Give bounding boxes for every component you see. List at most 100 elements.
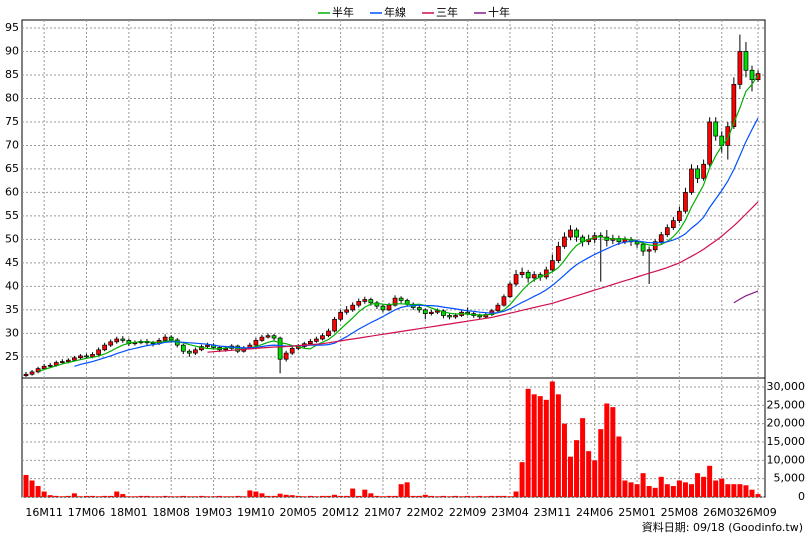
candle-body [168, 336, 174, 341]
volume-bar [29, 480, 35, 497]
volume-bar [96, 496, 102, 497]
candle-body [689, 168, 694, 193]
y2-tick-label: 5,000 [774, 472, 806, 485]
x-tick-label: 20M05 [280, 506, 318, 519]
volume-bar [513, 491, 519, 497]
y2-tick-label: 30,000 [767, 380, 806, 393]
volume-bar [241, 496, 247, 497]
volume-bar [186, 496, 192, 497]
candle-body [519, 271, 525, 275]
candle-body [283, 352, 289, 360]
volume-bar [453, 495, 459, 497]
candle-body [23, 373, 29, 377]
volume-bar [319, 495, 325, 497]
y-tick-label: 35 [5, 303, 19, 316]
x-tick-label: 22M09 [449, 506, 487, 519]
volume-bar [144, 495, 150, 497]
volume-bar [676, 480, 682, 497]
volume-bar [525, 388, 531, 497]
candle-body [683, 192, 688, 212]
volume-bar [168, 496, 174, 497]
candle-body [525, 271, 531, 279]
volume-bar [192, 496, 198, 497]
candle-body [556, 246, 561, 261]
volume-bar [440, 495, 446, 497]
ma-line [74, 117, 759, 367]
y-tick-label: 65 [5, 162, 19, 175]
volume-bar [537, 396, 543, 497]
volume-bar [114, 491, 120, 497]
volume-bar [743, 485, 749, 497]
y-tick-label: 25 [5, 350, 19, 363]
volume-bar [295, 495, 301, 497]
candle-body [422, 309, 428, 314]
y2-tick-label: 0 [798, 490, 805, 503]
volume-bar [471, 496, 477, 497]
volume-bar [77, 496, 83, 497]
volume-bar [561, 423, 567, 497]
volume-bar [580, 418, 586, 497]
candle-body [495, 304, 501, 312]
candle-body [308, 341, 313, 345]
candle-body [344, 309, 349, 313]
volume-bar [707, 465, 713, 497]
volume-bar [253, 491, 259, 497]
volume-bar [289, 495, 295, 497]
volume-bar [477, 495, 483, 497]
volume-bar [271, 495, 277, 497]
y-tick-label: 55 [5, 209, 19, 222]
volume-bar [102, 495, 108, 497]
volume-bar [574, 440, 580, 497]
candle-body [102, 344, 108, 351]
candle-body [416, 307, 422, 311]
y-tick-label: 45 [5, 256, 19, 269]
volume-bar [23, 474, 29, 497]
volume-bar [404, 482, 410, 497]
candle-body [350, 304, 356, 311]
candle-body [114, 338, 120, 343]
candle-body [398, 297, 404, 301]
y-tick-label: 80 [5, 91, 19, 104]
candle-body [640, 243, 646, 252]
y-tick-label: 75 [5, 115, 19, 128]
y-tick-label: 30 [5, 326, 19, 339]
candle-body [338, 311, 343, 320]
candle-body [749, 69, 755, 81]
candle-body [658, 234, 664, 243]
volume-bar [646, 485, 652, 497]
y-tick-label: 60 [5, 185, 19, 198]
candle-body [531, 274, 537, 279]
x-tick-label: 25M08 [661, 506, 699, 519]
candle-body [701, 163, 706, 179]
volume-bar [719, 478, 725, 497]
volume-bar [307, 495, 313, 497]
legend-label: 年線 [384, 5, 406, 19]
candle-body [368, 299, 374, 304]
candle-body [162, 336, 168, 341]
x-tick-label: 26M09 [739, 506, 777, 519]
candle-body [713, 121, 719, 137]
volume-bar [501, 495, 507, 497]
x-tick-label: 25M01 [618, 506, 656, 519]
candle-body [695, 168, 700, 179]
candle-body [120, 338, 126, 341]
volume-bar [368, 493, 374, 497]
y-tick-label: 95 [5, 21, 19, 34]
volume-bar [664, 484, 670, 497]
volume-bar [749, 489, 755, 497]
plot-frame [21, 19, 766, 498]
candle-body [392, 297, 398, 306]
y2-tick-label: 15,000 [767, 435, 806, 448]
volume-bar [108, 495, 114, 497]
candle-body [78, 355, 83, 359]
volume-bar [47, 495, 53, 497]
candle-body [193, 349, 198, 354]
volume-bar [392, 495, 398, 497]
volume-bar [126, 496, 132, 497]
candle-body [670, 220, 676, 229]
candle-body [743, 51, 749, 71]
volume-bar [689, 484, 694, 497]
volume-bar [495, 495, 501, 497]
volume-bar [247, 490, 253, 497]
volume-bar [434, 496, 440, 497]
